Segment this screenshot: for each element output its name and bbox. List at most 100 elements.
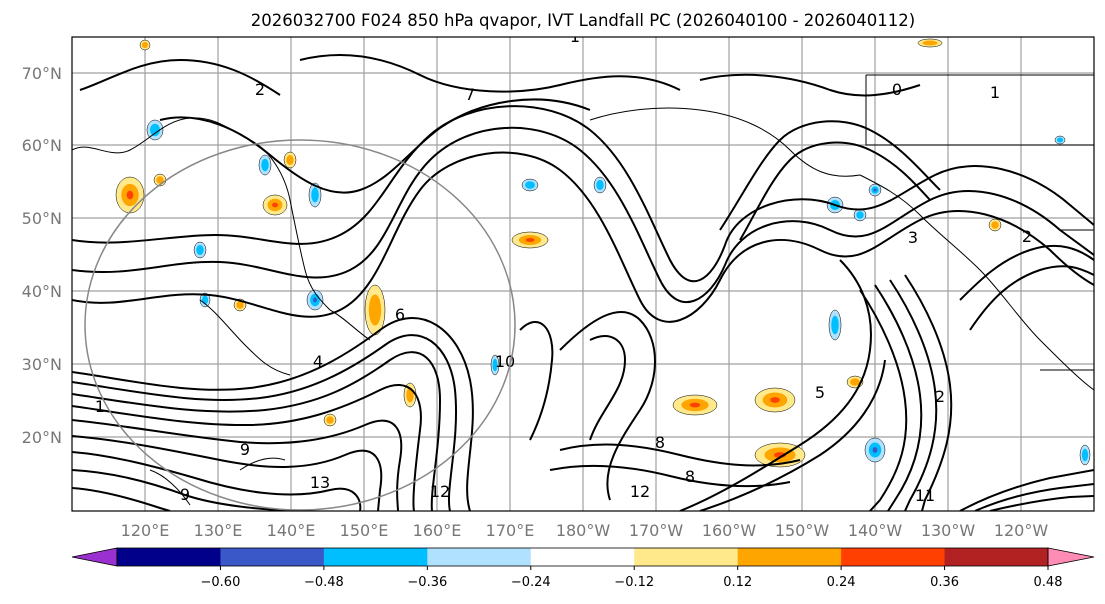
colorbar-tick-label: 0.12: [723, 575, 752, 590]
contour-label: 9: [180, 485, 190, 504]
lat-label: 30°N: [22, 355, 62, 374]
ivt-contour: [859, 289, 908, 511]
ivt-contour: [72, 384, 422, 511]
lon-label: 180°W: [556, 521, 611, 540]
colorbar-segment: [841, 548, 946, 566]
coastline: [589, 107, 861, 177]
contour-label: 8: [655, 433, 665, 452]
coastline: [149, 469, 191, 506]
lat-label: 50°N: [22, 209, 62, 228]
ivt-contour: [559, 443, 801, 467]
qvapor-shade: [261, 158, 269, 172]
qvapor-shade: [1081, 448, 1089, 462]
ivt-contours: [72, 54, 1094, 511]
contour-label: 3: [908, 228, 918, 247]
qvapor-shade: [850, 378, 860, 386]
coastline: [859, 174, 1094, 391]
coastline: [239, 457, 286, 471]
lon-label: 140°E: [267, 521, 316, 540]
contour-label: 11: [915, 486, 935, 505]
qvapor-shade: [770, 397, 780, 403]
qvapor-shade: [156, 176, 164, 184]
ivt-contour: [959, 469, 1094, 511]
contour-label: 12: [630, 482, 650, 501]
qvapor-shade: [236, 301, 244, 309]
lat-label: 20°N: [22, 428, 62, 447]
ivt-contour: [589, 335, 627, 441]
qvapor-shade: [525, 238, 535, 242]
contour-label: 8: [685, 467, 695, 486]
lat-label: 40°N: [22, 282, 62, 301]
qvapor-shade: [873, 188, 877, 192]
lon-label: 170°W: [629, 521, 684, 540]
ivt-contour: [559, 310, 656, 501]
coastline: [865, 75, 1094, 146]
latitude-labels: 70°N 60°N 50°N 40°N 30°N 20°N: [22, 64, 62, 447]
colorbar-tick-label: −0.24: [511, 575, 551, 590]
contour-label: 0: [892, 80, 902, 99]
ivt-contour: [299, 54, 681, 93]
lon-label: 150°W: [775, 521, 830, 540]
lon-label: 160°W: [702, 521, 757, 540]
qvapor-shade: [126, 190, 134, 200]
qvapor-shade: [922, 40, 938, 46]
colorbar-tick-label: 0.48: [1034, 575, 1063, 590]
ivt-contour: [699, 359, 886, 511]
contour-label: 1: [95, 397, 105, 416]
qvapor-shade: [872, 447, 878, 453]
ivt-contour: [519, 320, 554, 441]
lon-label: 150°E: [340, 521, 389, 540]
colorbar-ticks: −0.60 −0.48 −0.36 −0.24 −0.12 0.12 0.24 0.36 0.4…: [201, 566, 1063, 590]
contour-label: 5: [815, 383, 825, 402]
qvapor-shade: [326, 416, 334, 424]
colorbar-tick-label: −0.48: [304, 575, 344, 590]
colorbar-tick-label: −0.60: [201, 575, 241, 590]
ivt-contour: [72, 126, 1094, 303]
coastline: [329, 309, 371, 341]
ivt-contour: [549, 464, 791, 488]
map-frame: [71, 36, 1095, 512]
ivt-contour: [72, 151, 1094, 323]
colorbar-tick-label: 0.24: [827, 575, 856, 590]
qvapor-shading: [115, 38, 1091, 468]
ivt-contour: [72, 317, 474, 511]
colorbar-extend-high: [1047, 547, 1095, 567]
qvapor-shade: [856, 211, 864, 219]
ivt-contour: [959, 244, 1094, 301]
ivt-contour: [72, 351, 442, 511]
ivt-contour: [904, 274, 953, 511]
contour-label: 1: [570, 27, 580, 46]
ivt-contour: [719, 120, 941, 231]
highlight-circle: [84, 139, 516, 511]
ivt-contour: [72, 487, 171, 511]
contour-label: 1: [990, 83, 1000, 102]
contour-label: 4: [313, 352, 323, 371]
colorbar-segment: [530, 548, 635, 566]
ivt-contour: [72, 105, 1094, 283]
graticule: [72, 37, 1094, 511]
qvapor-shade: [313, 297, 317, 303]
colorbar-segment: [220, 548, 325, 566]
contour-label: 6: [395, 305, 405, 324]
lon-label: 130°E: [194, 521, 243, 540]
map-title: 2026032700 F024 850 hPa qvapor, IVT Land…: [251, 11, 915, 30]
qvapor-shade: [286, 155, 294, 165]
contour-label: 2: [1022, 227, 1032, 246]
ivt-contour: [969, 265, 1094, 331]
ivt-contour: [679, 259, 872, 511]
colorbar-segment: [737, 548, 842, 566]
contour-label: 2: [255, 80, 265, 99]
qvapor-shade: [1056, 137, 1064, 143]
colorbar-segment: [323, 548, 428, 566]
lon-label: 160°E: [413, 521, 462, 540]
qvapor-shade: [368, 294, 382, 326]
qvapor-shade: [525, 181, 535, 189]
colorbar-tick-label: −0.12: [614, 575, 654, 590]
ivt-contour: [72, 435, 383, 511]
lon-label: 170°E: [486, 521, 535, 540]
ivt-contour: [889, 279, 938, 511]
colorbar-segment: [944, 548, 1049, 566]
colorbar-segment: [427, 548, 532, 566]
